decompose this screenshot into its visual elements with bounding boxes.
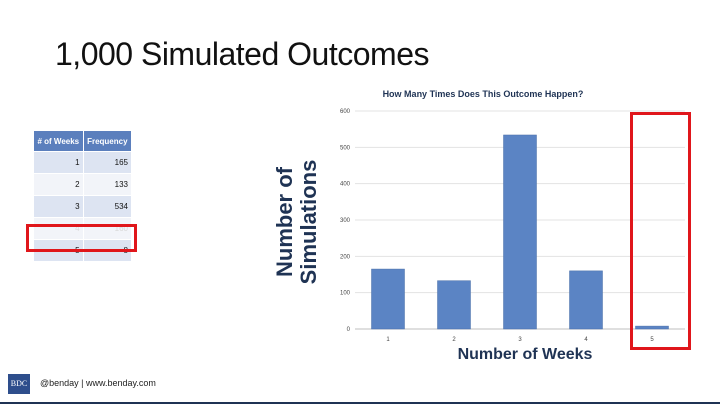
x-tick-label: 3 — [518, 337, 522, 343]
x-tick-labels: 1 2 3 4 5 — [386, 337, 654, 343]
x-tick-label: 4 — [584, 337, 588, 343]
y-tick-label: 600 — [340, 109, 351, 115]
bar — [635, 325, 669, 330]
bar — [437, 280, 471, 330]
column-header-frequency: Frequency — [83, 131, 133, 152]
column-header-weeks: # of Weeks — [34, 131, 84, 152]
table-highlight-box — [26, 224, 137, 252]
y-tick-label: 200 — [340, 254, 351, 260]
table-header-row: # of Weeks Frequency — [34, 131, 133, 152]
table-cell-weeks: 1 — [34, 151, 84, 174]
table-row: 4 160 — [34, 217, 133, 240]
footer-contact: @benday | www.benday.com — [40, 378, 156, 388]
table-cell-weeks: 2 — [34, 173, 84, 196]
bar — [569, 270, 603, 330]
chart-title: How Many Times Does This Outcome Happen? — [382, 89, 584, 99]
table-cell-weeks: 4 — [34, 217, 84, 240]
x-tick-label: 1 — [386, 337, 390, 343]
footer: BDC @benday | www.benday.com — [0, 368, 720, 404]
table-row: 1 165 — [34, 151, 133, 174]
x-tick-label: 5 — [650, 337, 654, 343]
table-cell-weeks: 3 — [34, 195, 84, 218]
x-axis-label: Number of Weeks — [457, 346, 593, 363]
bar — [503, 134, 537, 330]
table-row: 3 534 — [34, 195, 133, 218]
bar — [371, 268, 405, 330]
table-cell-frequency: 160 — [83, 217, 133, 240]
table-row: 2 133 — [34, 173, 133, 196]
y-tick-label: 400 — [340, 182, 351, 188]
chart-highlight-box — [630, 112, 691, 350]
footer-divider — [0, 402, 720, 404]
bars — [371, 134, 669, 330]
frequency-table: # of Weeks Frequency 1 165 2 133 3 534 4… — [34, 131, 133, 261]
bdc-logo: BDC — [8, 374, 30, 394]
bar-chart: 0 100 200 300 400 500 600 1 2 3 4 5 — [340, 109, 685, 343]
x-tick-label: 2 — [452, 337, 456, 343]
table-cell-frequency: 165 — [83, 151, 133, 174]
y-tick-label: 500 — [340, 145, 351, 151]
table-cell-frequency: 534 — [83, 195, 133, 218]
y-tick-labels: 0 100 200 300 400 500 600 — [340, 109, 351, 333]
y-tick-label: 0 — [347, 327, 351, 333]
y-tick-label: 300 — [340, 218, 351, 224]
y-tick-label: 100 — [340, 291, 351, 297]
slide-title: 1,000 Simulated Outcomes — [55, 36, 429, 72]
table-cell-frequency: 133 — [83, 173, 133, 196]
